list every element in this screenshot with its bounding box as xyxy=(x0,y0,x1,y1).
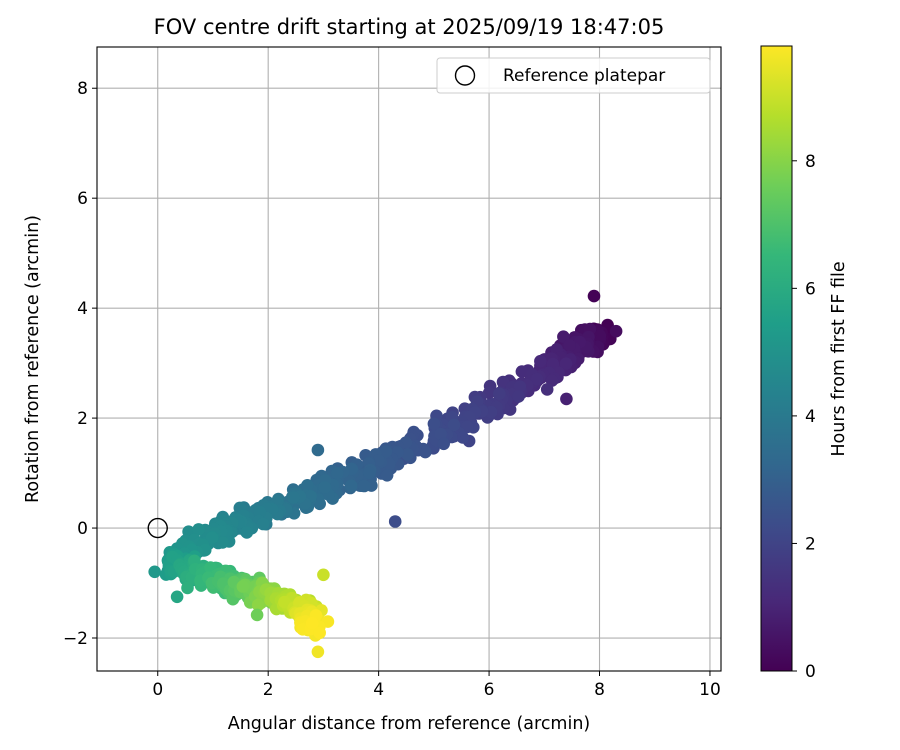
scatter-point xyxy=(419,445,432,459)
scatter-point xyxy=(301,479,314,492)
x-tick-label: 8 xyxy=(594,680,605,700)
scatter-point xyxy=(148,565,161,579)
scatter-point xyxy=(609,324,623,338)
chart-title: FOV centre drift starting at 2025/09/19 … xyxy=(154,15,665,39)
legend: Reference platepar xyxy=(436,57,711,94)
scatter-point xyxy=(372,454,385,468)
y-tick-label: 0 xyxy=(77,519,88,539)
colorbar-tick-label: 0 xyxy=(805,662,816,682)
y-axis-label: Rotation from reference (arcmin) xyxy=(23,215,43,503)
legend-box xyxy=(436,57,711,94)
scatter-point xyxy=(401,448,414,461)
scatter-point xyxy=(357,479,371,493)
scatter-point xyxy=(530,372,544,386)
x-tick-label: 4 xyxy=(373,680,384,700)
colorbar-tick-label: 8 xyxy=(805,152,816,172)
scatter-point xyxy=(313,626,327,640)
scatter-point xyxy=(287,491,300,504)
grid-lines xyxy=(97,47,721,671)
x-tick-label: 10 xyxy=(699,680,721,700)
scatter-point xyxy=(563,339,576,352)
scatter-point xyxy=(331,467,344,480)
scatter-point xyxy=(447,418,461,432)
y-axis-ticks: −2 0 2 4 6 8 xyxy=(63,79,97,649)
colorbar-tick-label: 4 xyxy=(805,407,816,427)
reference-platepar-marker xyxy=(147,517,168,539)
x-tick-label: 6 xyxy=(484,680,495,700)
x-axis-ticks: 0 2 4 6 8 10 xyxy=(152,671,721,700)
scatter-point xyxy=(534,354,547,368)
scatter-points xyxy=(148,289,623,659)
colorbar-label: Hours from first FF file xyxy=(829,261,849,456)
legend-label: Reference platepar xyxy=(503,66,665,86)
scatter-point xyxy=(250,608,264,622)
x-axis-label: Angular distance from reference (arcmin) xyxy=(228,714,591,734)
scatter-point xyxy=(513,380,527,393)
scatter-point xyxy=(559,357,573,371)
scatter-point xyxy=(305,616,319,630)
scatter-point xyxy=(437,437,451,451)
scatter-point xyxy=(493,387,506,401)
plot-frame xyxy=(96,46,722,672)
scatter-point xyxy=(317,568,330,582)
scatter-point xyxy=(515,365,529,378)
y-tick-label: −2 xyxy=(63,629,88,649)
scatter-point xyxy=(587,289,601,303)
scatter-point xyxy=(181,581,194,595)
scatter-point xyxy=(311,645,325,659)
scatter-point xyxy=(240,526,254,539)
scatter-point xyxy=(216,536,229,549)
legend-marker-icon xyxy=(454,65,476,86)
y-tick-label: 2 xyxy=(77,409,88,429)
x-tick-label: 2 xyxy=(263,680,274,700)
y-tick-label: 4 xyxy=(77,299,88,319)
scatter-point xyxy=(496,375,510,389)
colorbar: 0 2 4 6 8 Hours from first FF file xyxy=(760,45,849,682)
scatter-point xyxy=(170,590,184,604)
scatter-point xyxy=(434,427,448,441)
scatter-point xyxy=(256,517,270,531)
scatter-point xyxy=(512,390,525,403)
y-tick-label: 6 xyxy=(77,189,88,209)
scatter-point xyxy=(318,481,332,494)
scatter-point xyxy=(311,443,325,457)
scatter-point xyxy=(388,515,402,528)
scatter-point xyxy=(251,598,265,612)
colorbar-tick-label: 6 xyxy=(805,279,816,299)
scatter-point xyxy=(427,417,441,431)
scatter-point xyxy=(363,466,376,480)
colorbar-ticks: 0 2 4 6 8 xyxy=(792,152,816,682)
scatter-point xyxy=(236,580,250,593)
scatter-point xyxy=(380,469,394,482)
scatter-point xyxy=(192,523,205,536)
colorbar-gradient xyxy=(760,45,793,672)
colorbar-tick-label: 2 xyxy=(805,534,816,554)
scatter-point xyxy=(560,392,573,406)
scatter-point xyxy=(557,330,570,344)
x-tick-label: 0 xyxy=(152,680,163,700)
scatter-point xyxy=(205,531,219,544)
scatter-point xyxy=(540,383,554,396)
scatter-point xyxy=(379,445,393,458)
y-tick-label: 8 xyxy=(77,79,88,99)
scatter-point xyxy=(344,479,358,493)
